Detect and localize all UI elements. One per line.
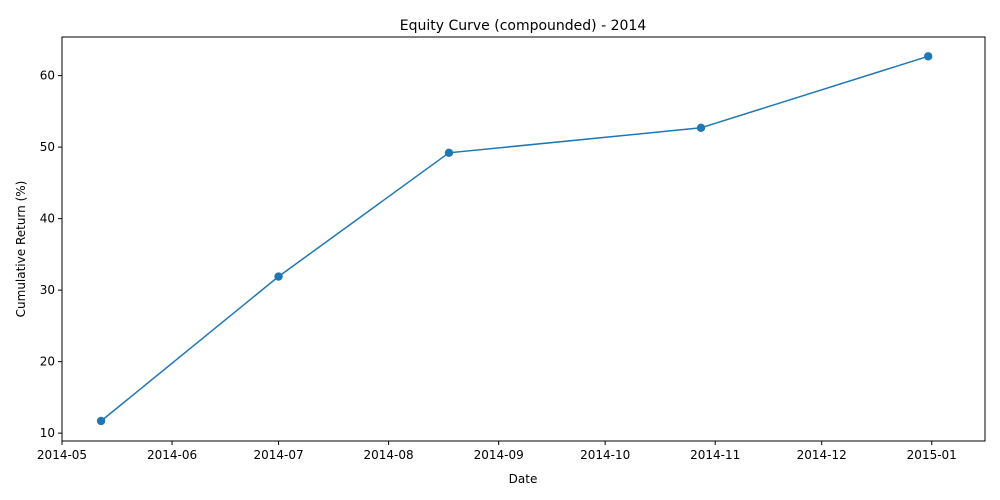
x-tick-label: 2014-09 bbox=[474, 448, 524, 462]
series-line bbox=[100, 55, 929, 422]
x-tick-label: 2014-08 bbox=[364, 448, 414, 462]
chart-title: Equity Curve (compounded) - 2014 bbox=[400, 18, 647, 34]
y-tick-label: 40 bbox=[40, 212, 55, 226]
x-axis-title: Date bbox=[509, 472, 538, 486]
data-point bbox=[924, 52, 933, 61]
x-tick-label: 2014-12 bbox=[797, 448, 847, 462]
y-tick-label: 60 bbox=[40, 69, 55, 83]
data-point bbox=[96, 416, 106, 426]
data-point bbox=[444, 148, 454, 158]
data-point bbox=[696, 123, 706, 133]
x-tick-label: 2014-06 bbox=[147, 448, 197, 462]
y-tick-label: 30 bbox=[40, 283, 55, 297]
plot-area: 10 20 30 40 50 60 2014-05 2014-06 2014-07 2014-08… bbox=[37, 36, 986, 462]
y-tick-label: 50 bbox=[40, 140, 55, 154]
y-tick-label: 20 bbox=[40, 355, 55, 369]
x-tick-label: 2014-05 bbox=[37, 448, 87, 462]
plot-frame bbox=[61, 36, 986, 442]
x-tick-label: 2014-10 bbox=[580, 448, 630, 462]
x-tick-label: 2015-01 bbox=[907, 448, 957, 462]
x-tick-label: 2014-11 bbox=[690, 448, 740, 462]
data-point bbox=[274, 272, 283, 281]
y-axis-title: Cumulative Return (%) bbox=[14, 181, 28, 318]
y-tick-label: 10 bbox=[40, 426, 55, 440]
x-tick-label: 2014-07 bbox=[253, 448, 303, 462]
